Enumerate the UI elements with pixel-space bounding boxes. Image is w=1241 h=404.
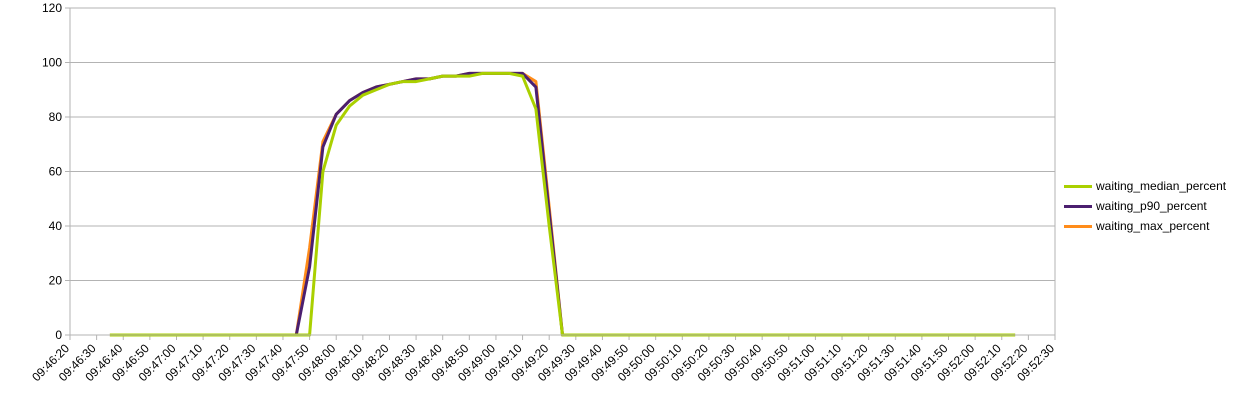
series-line-waiting_p90_percent — [109, 71, 1016, 337]
legend-item-max: waiting_max_percent — [1064, 216, 1226, 236]
y-tick-label: 0 — [55, 328, 62, 342]
series-line-waiting_max_percent — [109, 71, 1016, 337]
legend-label-median: waiting_median_percent — [1096, 179, 1227, 193]
y-axis-ticks: 0 20 40 60 80 100 120 — [42, 1, 70, 342]
legend-swatch-median — [1064, 184, 1092, 188]
gridlines — [70, 7, 1055, 336]
y-tick-label: 40 — [49, 219, 63, 233]
legend-swatch-p90 — [1064, 204, 1092, 208]
legend-label-max: waiting_max_percent — [1096, 219, 1210, 233]
series-line-waiting_median_percent — [109, 71, 1016, 337]
legend: waiting_median_percent waiting_p90_perce… — [1064, 176, 1226, 236]
legend-item-p90: waiting_p90_percent — [1064, 196, 1226, 216]
series-lines — [109, 71, 1016, 337]
y-tick-label: 60 — [49, 165, 63, 179]
legend-label-p90: waiting_p90_percent — [1096, 199, 1207, 213]
y-tick-label: 20 — [49, 274, 63, 288]
y-tick-label: 100 — [42, 56, 62, 70]
legend-item-median: waiting_median_percent — [1064, 176, 1226, 196]
y-tick-label: 120 — [42, 1, 62, 15]
y-tick-label: 80 — [49, 110, 63, 124]
legend-swatch-max — [1064, 224, 1092, 228]
x-axis-ticks: 09:46:2009:46:3009:46:4009:46:5009:47:00… — [29, 335, 1057, 384]
plot-area-frame — [69, 7, 1056, 336]
